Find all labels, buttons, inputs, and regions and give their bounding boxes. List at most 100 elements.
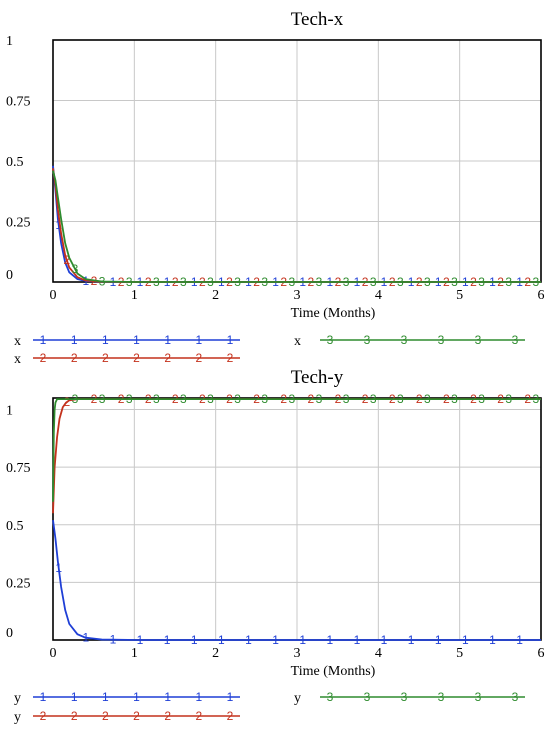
x-tick-label: 0 (50, 288, 57, 303)
legend: y 1 1 1 1 1 1 1 y 2 2 2 2 2 2 2 y 3 3 3 3 3 3 (14, 690, 525, 725)
legend-marker-1: 1 (40, 333, 47, 347)
legend-marker-2: 2 (102, 351, 109, 365)
y-tick-label: 0.75 (6, 95, 31, 110)
series-marker-1: 1 (516, 633, 523, 647)
legend-marker-2: 2 (40, 351, 47, 365)
series-marker-1: 1 (435, 633, 442, 647)
series-marker-1: 1 (354, 633, 361, 647)
series-marker-2: 2 (63, 253, 70, 267)
y-tick-label: 0.25 (6, 576, 31, 591)
legend-marker-2: 2 (164, 709, 171, 723)
y-tick-label: 1 (6, 34, 13, 49)
legend-marker-3: 3 (475, 690, 482, 704)
series-marker-3: 3 (153, 275, 160, 289)
legend-marker-1: 1 (195, 333, 202, 347)
legend-marker-1: 1 (71, 690, 78, 704)
series-marker-1: 1 (191, 633, 198, 647)
series-line-3 (52, 170, 541, 283)
legend-marker-1: 1 (195, 690, 202, 704)
series-marker-1: 1 (272, 633, 279, 647)
x-tick-label: 1 (131, 288, 138, 303)
legend-marker-1: 1 (102, 333, 109, 347)
series-marker-3: 3 (234, 275, 241, 289)
series-marker-1: 1 (218, 633, 225, 647)
series-marker-3: 3 (126, 392, 133, 406)
series-marker-3: 3 (397, 275, 404, 289)
legend-marker-1: 1 (164, 333, 171, 347)
legend-marker-3: 3 (512, 333, 519, 347)
legend-marker-1: 1 (227, 333, 234, 347)
x-tick-label: 5 (456, 288, 463, 303)
chart-title: Tech-y (291, 367, 344, 388)
y-tick-label: 0.5 (6, 155, 24, 170)
legend-marker-2: 2 (133, 351, 140, 365)
series-marker-1: 1 (82, 631, 89, 645)
legend-marker-3: 3 (401, 333, 408, 347)
y-tick-label: 0 (6, 268, 13, 283)
legend-entry-label: x (14, 352, 21, 367)
legend-marker-1: 1 (40, 690, 47, 704)
series-marker-1: 1 (55, 218, 62, 232)
legend-entry-label: x (14, 334, 21, 349)
series-marker-3: 3 (397, 392, 404, 406)
x-axis-label: Time (Months) (291, 306, 376, 321)
series-marker-3: 3 (126, 275, 133, 289)
series-marker-3: 3 (207, 275, 214, 289)
legend-entry-label: x (294, 334, 301, 349)
series-marker-3: 3 (72, 392, 79, 406)
series-marker-3: 3 (343, 275, 350, 289)
series-marker-3: 3 (533, 392, 540, 406)
legend-marker-2: 2 (227, 351, 234, 365)
legend-marker-3: 3 (438, 333, 445, 347)
legend-marker-2: 2 (71, 709, 78, 723)
series-marker-3: 3 (424, 275, 431, 289)
legend-marker-2: 2 (227, 709, 234, 723)
series-marker-3: 3 (289, 275, 296, 289)
legend-marker-3: 3 (512, 690, 519, 704)
y-tick-label: 0.5 (6, 519, 24, 534)
legend-marker-1: 1 (71, 333, 78, 347)
series-line-1 (52, 520, 541, 641)
legend-marker-2: 2 (195, 709, 202, 723)
y-tick-label: 0 (6, 626, 13, 641)
legend-entry-label: y (294, 691, 301, 706)
series-marker-3: 3 (505, 275, 512, 289)
x-tick-label: 4 (375, 288, 382, 303)
legend-marker-2: 2 (40, 709, 47, 723)
x-tick-label: 5 (456, 646, 463, 661)
series-marker-1: 1 (245, 633, 252, 647)
legend-marker-3: 3 (438, 690, 445, 704)
series-marker-3: 3 (316, 392, 323, 406)
legend-marker-1: 1 (227, 690, 234, 704)
legend: x 1 1 1 1 1 1 1 x 2 2 2 2 2 2 2 x 3 3 3 3 3 3 (14, 333, 525, 367)
y-tick-label: 1 (6, 404, 13, 419)
series-marker-3: 3 (451, 275, 458, 289)
x-tick-label: 1 (131, 646, 138, 661)
legend-entry-label: y (14, 710, 21, 725)
series-marker-3: 3 (72, 262, 79, 276)
series-marker-3: 3 (180, 275, 187, 289)
legend-marker-3: 3 (401, 690, 408, 704)
series-marker-3: 3 (343, 392, 350, 406)
legend-marker-3: 3 (364, 690, 371, 704)
legend-marker-3: 3 (327, 690, 334, 704)
legend-marker-2: 2 (195, 351, 202, 365)
series-marker-3: 3 (289, 392, 296, 406)
series-marker-1: 1 (55, 561, 62, 575)
series-marker-3: 3 (207, 392, 214, 406)
series-marker-3: 3 (180, 392, 187, 406)
legend-marker-1: 1 (133, 690, 140, 704)
series-marker-1: 1 (381, 633, 388, 647)
x-tick-label: 2 (212, 288, 219, 303)
y-tick-label: 0.75 (6, 461, 31, 476)
legend-marker-2: 2 (164, 351, 171, 365)
series-marker-3: 3 (153, 392, 160, 406)
series-marker-3: 3 (451, 392, 458, 406)
legend-marker-2: 2 (71, 351, 78, 365)
legend-marker-1: 1 (102, 690, 109, 704)
series-marker-1: 1 (408, 633, 415, 647)
series-marker-3: 3 (478, 392, 485, 406)
